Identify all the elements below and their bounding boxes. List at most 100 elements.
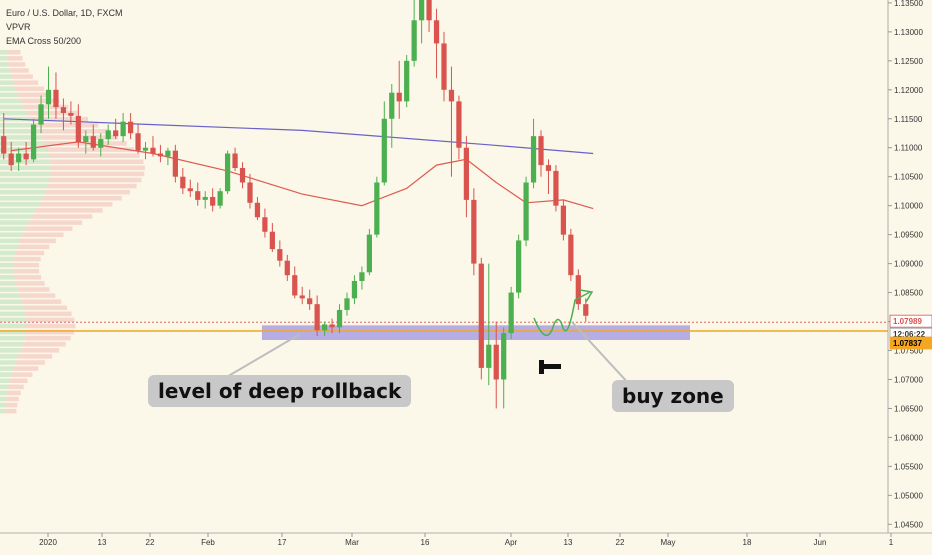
candle-bull [381, 118, 387, 183]
candle-bull [530, 136, 537, 183]
volume-profile-sell [13, 366, 39, 371]
candle-bull [374, 182, 380, 235]
candle-bull [523, 182, 529, 241]
callout-connector [224, 333, 301, 379]
volume-profile-sell [50, 171, 145, 177]
candle-bear [314, 304, 320, 331]
time-tick-label: 22 [146, 538, 155, 547]
candle-bear [254, 202, 261, 218]
volume-profile-sell [20, 348, 60, 353]
volume-profile-sell [42, 196, 122, 201]
price-tick-label: 1.07000 [894, 375, 923, 384]
price-tick-label: 1.11500 [894, 115, 923, 124]
volume-profile-sell [10, 68, 29, 73]
candle-bear [553, 170, 559, 206]
candle-bull [202, 196, 208, 200]
volume-profile-buy [0, 250, 16, 256]
volume-profile-sell [7, 390, 21, 396]
volume-profile-sell [19, 238, 56, 244]
time-tick-label: Feb [201, 538, 215, 547]
volume-profile-buy [0, 348, 21, 353]
volume-profile-sell [25, 329, 75, 335]
volume-profile-buy [0, 275, 15, 280]
candle-bear [150, 147, 156, 154]
legend-symbol[interactable]: Euro / U.S. Dollar, 1D, FXCM [6, 8, 123, 18]
candle-bull [336, 309, 343, 328]
candle-bull [321, 324, 328, 331]
volume-profile-sell [47, 183, 137, 189]
candle-bear [23, 153, 29, 160]
volume-profile-buy [0, 329, 26, 335]
price-tick-label: 1.05500 [894, 462, 923, 471]
time-tick-label: 2020 [39, 538, 57, 547]
volume-profile-buy [0, 226, 26, 231]
projection-arrow [533, 291, 591, 337]
time-tick-label: 13 [98, 538, 107, 547]
legend-indicator-vpvr[interactable]: VPVR [6, 22, 31, 32]
volume-profile-buy [0, 384, 9, 390]
volume-profile-sell [30, 116, 89, 122]
candle-bear [127, 121, 134, 134]
volume-profile-buy [0, 74, 12, 79]
volume-profile-buy [0, 354, 19, 359]
volume-profile-buy [0, 378, 10, 383]
candle-bear [426, 0, 432, 21]
candle-bear [135, 133, 141, 151]
volume-profile-buy [0, 402, 7, 408]
volume-profile-sell [26, 323, 76, 329]
volume-profile-sell [6, 402, 18, 408]
volume-profile-sell [6, 396, 19, 402]
volume-profile-buy [0, 238, 20, 244]
volume-profile-buy [0, 342, 23, 347]
time-tick-label: 16 [421, 538, 430, 547]
candle-bear [329, 324, 335, 328]
volume-profile-sell [14, 275, 42, 280]
candle-bull [501, 333, 507, 380]
legend-indicator-ema[interactable]: EMA Cross 50/200 [6, 36, 82, 46]
price-tick-label: 1.12000 [894, 86, 923, 95]
volume-profile-sell [15, 281, 45, 286]
time-tick-label: Jun [814, 538, 827, 547]
volume-profile-buy [0, 177, 50, 183]
volume-profile-sell [17, 244, 50, 250]
price-tick-label: 1.13500 [894, 0, 923, 8]
callout-connector [571, 321, 631, 386]
volume-profile-sell [18, 354, 53, 359]
candle-bull [508, 292, 514, 334]
volume-profile-sell [37, 129, 109, 134]
volume-profile-buy [0, 86, 16, 91]
volume-profile-sell [27, 110, 78, 116]
price-tick-label: 1.07500 [894, 347, 923, 356]
candle-bear [560, 205, 567, 235]
candle-bear [247, 182, 253, 203]
volume-profile-sell [23, 305, 67, 310]
callout-buy-zone: buy zone [612, 380, 734, 412]
price-tick-label: 1.10000 [894, 202, 923, 211]
candle-bull [120, 121, 126, 137]
candle-bear [172, 150, 178, 177]
candle-bear [284, 260, 290, 276]
volume-profile-buy [0, 390, 8, 396]
price-tick-label: 1.09000 [894, 260, 923, 269]
price-tick-label: 1.13000 [894, 28, 923, 37]
candle-bear [448, 89, 455, 102]
time-tick-label: May [660, 538, 675, 547]
candle-bear [232, 153, 238, 169]
projection-arrowhead [579, 289, 594, 303]
volume-profile-buy [0, 104, 24, 110]
volume-profile-sell [11, 372, 33, 377]
candle-bear [471, 199, 477, 264]
volume-profile-sell [32, 214, 93, 219]
volume-profile-sell [8, 384, 24, 390]
price-tick-label: 1.12500 [894, 57, 923, 66]
candle-bull [38, 104, 44, 125]
volume-profile-sell [13, 262, 40, 268]
candle-bear [157, 153, 164, 157]
time-tick-label: 17 [278, 538, 287, 547]
time-tick-label: 13 [564, 538, 573, 547]
volume-profile-sell [19, 293, 56, 298]
candle-bear [75, 115, 81, 142]
volume-profile-sell [50, 159, 144, 164]
